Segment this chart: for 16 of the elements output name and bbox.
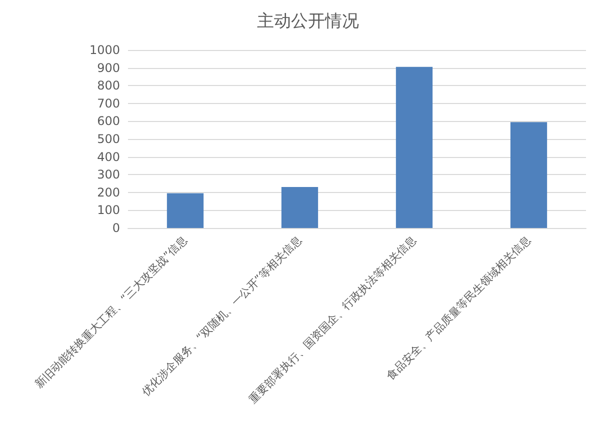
bar bbox=[510, 122, 548, 228]
y-tick-label: 200 bbox=[97, 185, 120, 200]
y-tick-label: 1000 bbox=[89, 43, 120, 57]
y-tick-label: 900 bbox=[97, 60, 120, 75]
y-tick-label: 300 bbox=[97, 168, 120, 182]
y-tick-label: 600 bbox=[97, 114, 120, 128]
y-tick-label: 0 bbox=[112, 221, 120, 235]
y-tick-label: 400 bbox=[97, 150, 120, 164]
y-tick-label: 500 bbox=[97, 132, 120, 146]
y-tick-label: 100 bbox=[97, 203, 120, 218]
chart-title: 主动公开情况 bbox=[257, 12, 359, 32]
bar bbox=[166, 193, 204, 228]
bar bbox=[281, 187, 318, 228]
y-tick-label: 800 bbox=[97, 78, 120, 93]
bar bbox=[396, 66, 433, 228]
y-tick-label: 700 bbox=[97, 96, 120, 110]
